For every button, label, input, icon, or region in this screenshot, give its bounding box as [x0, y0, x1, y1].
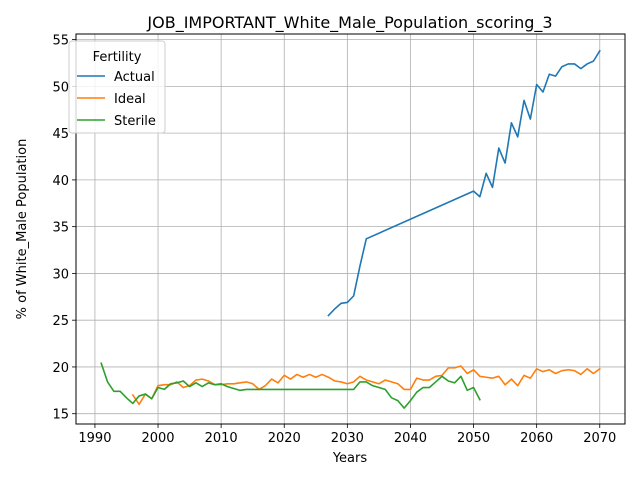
x-axis-label: Years [332, 451, 368, 466]
series-line-sterile [100, 362, 481, 409]
axes-frame [75, 33, 626, 425]
x-tick-label: 2000 [141, 431, 174, 446]
y-tick-label: 35 [52, 221, 69, 236]
y-tick-label: 55 [52, 34, 69, 49]
y-tick-label: 25 [52, 314, 69, 329]
series-lines [100, 49, 601, 409]
chart-title: JOB_IMPORTANT_White_Male_Population_scor… [146, 13, 552, 33]
legend-label-actual: Actual [114, 70, 155, 85]
legend-label-ideal: Ideal [114, 92, 146, 107]
legend-label-sterile: Sterile [114, 114, 156, 129]
x-tick-label: 2020 [268, 431, 301, 446]
x-tick-label: 2040 [394, 431, 427, 446]
y-tick-label: 45 [52, 127, 69, 142]
grid-lines [76, 34, 625, 424]
x-tick-label: 1990 [78, 431, 111, 446]
y-axis-label: % of White_Male Population [15, 139, 30, 320]
y-tick-label: 40 [52, 174, 69, 189]
x-tick-label: 2070 [583, 431, 616, 446]
y-tick-label: 15 [52, 408, 69, 423]
legend: Fertility Actual Ideal Sterile [68, 40, 166, 134]
series-line-ideal [131, 365, 601, 406]
y-tick-label: 20 [52, 361, 69, 376]
x-tick-label: 2060 [520, 431, 553, 446]
x-tick-label: 2010 [205, 431, 238, 446]
legend-title: Fertility [93, 50, 142, 65]
y-tick-label: 30 [52, 267, 69, 282]
legend-box [68, 40, 166, 134]
x-tick-label: 2050 [457, 431, 490, 446]
y-tick-label: 50 [52, 80, 69, 95]
series-line-actual [327, 49, 601, 317]
x-tick-label: 2030 [331, 431, 364, 446]
y-axis-ticks: 15 20 25 30 35 40 45 50 55 [52, 34, 76, 423]
x-axis-ticks: 1990 2000 2010 2020 2030 2040 2050 2060 2070 [78, 424, 616, 446]
